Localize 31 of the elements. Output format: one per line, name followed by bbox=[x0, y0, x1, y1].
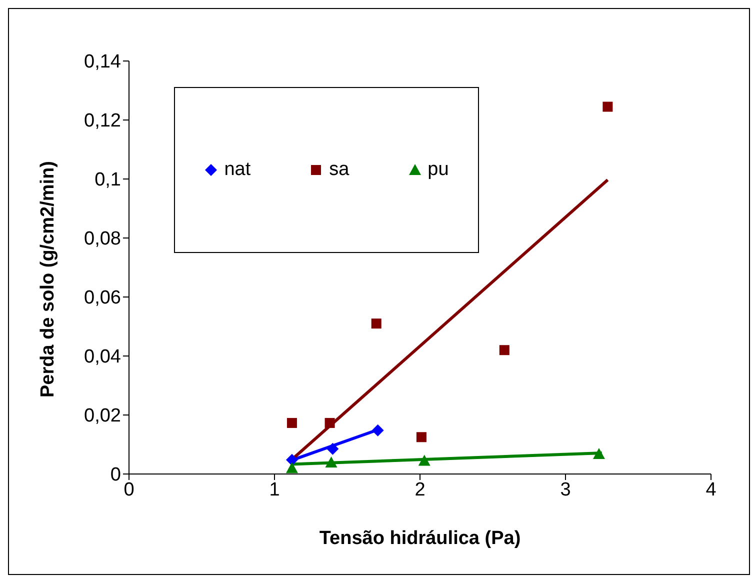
legend-label: sa bbox=[328, 159, 350, 181]
y-tick-label: 0,12 bbox=[84, 110, 121, 132]
y-tick-label: 0,04 bbox=[84, 346, 122, 368]
point bbox=[499, 345, 510, 356]
legend-label: nat bbox=[223, 159, 251, 181]
legend-label: pu bbox=[426, 159, 449, 181]
point bbox=[416, 432, 426, 442]
point bbox=[325, 456, 338, 468]
y-tick-label: 0,08 bbox=[84, 228, 121, 250]
y-tick-label: 0,14 bbox=[84, 52, 122, 73]
point bbox=[326, 442, 339, 455]
x-tick-label: 1 bbox=[269, 479, 280, 500]
y-tick-label: 0,02 bbox=[84, 406, 121, 427]
point bbox=[286, 454, 298, 466]
point bbox=[371, 318, 382, 329]
x-tick-label: 0 bbox=[124, 479, 134, 500]
y-tick-label: 0 bbox=[110, 464, 121, 486]
point bbox=[372, 424, 384, 436]
point bbox=[286, 418, 297, 428]
x-axis-title: Tensão hidráulica (Pa) bbox=[319, 528, 521, 549]
x-tick-label: 2 bbox=[414, 479, 426, 500]
y-axis-title: Perda de solo (g/cm2/min) bbox=[38, 161, 59, 398]
point bbox=[324, 418, 335, 428]
point bbox=[418, 454, 430, 466]
x-tick-label: 3 bbox=[560, 479, 571, 500]
y-tick-label: 0,06 bbox=[84, 288, 121, 309]
point bbox=[286, 462, 298, 474]
point bbox=[592, 448, 605, 459]
y-tick-label: 0,1 bbox=[94, 170, 121, 191]
point bbox=[602, 102, 613, 112]
x-tick-label: 4 bbox=[706, 479, 717, 500]
